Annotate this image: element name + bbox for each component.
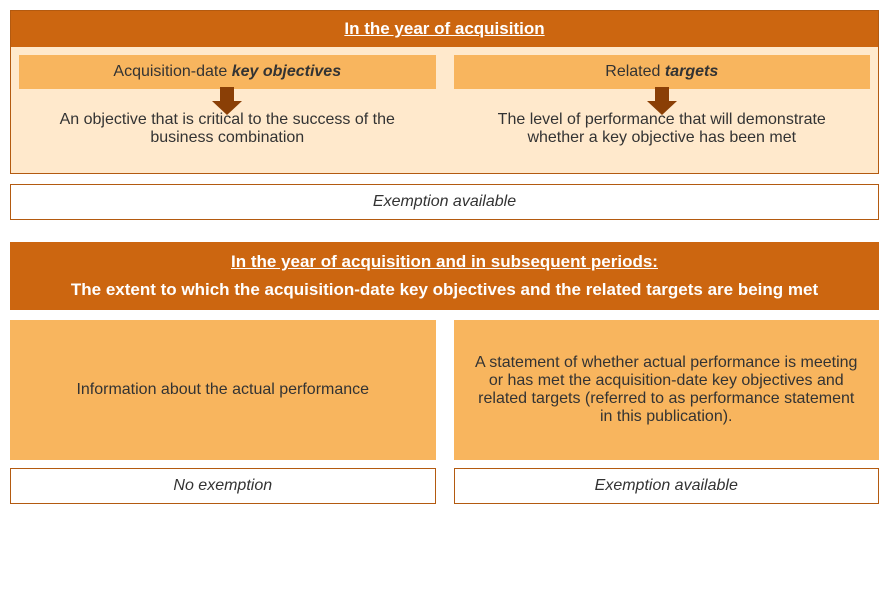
section2-title: In the year of acquisition and in subseq… (10, 252, 879, 280)
section-subsequent-periods: In the year of acquisition and in subseq… (10, 242, 879, 504)
right-header-em: targets (665, 63, 718, 80)
section2-right-body: A statement of whether actual performanc… (454, 320, 880, 460)
section2-left-footer: No exemption (10, 468, 436, 504)
section2-columns: Information about the actual performance… (10, 310, 879, 468)
section-acquisition-year: In the year of acquisition Acquisition-d… (10, 10, 879, 174)
section2-header-block: In the year of acquisition and in subseq… (10, 242, 879, 310)
section2-footers: No exemption Exemption available (10, 468, 879, 504)
right-header-plain: Related (605, 63, 665, 80)
right-col-header: Related targets (454, 55, 871, 89)
left-col-header: Acquisition-date key objectives (19, 55, 436, 89)
section1-title: In the year of acquisition (11, 11, 878, 47)
section2-right-footer: Exemption available (454, 468, 880, 504)
section1-footer: Exemption available (10, 184, 879, 220)
section1-right-col: Related targets The level of performance… (454, 55, 871, 161)
section1-left-col: Acquisition-date key objectives An objec… (19, 55, 436, 161)
section2-subtitle: The extent to which the acquisition-date… (10, 280, 879, 310)
section1-columns: Acquisition-date key objectives An objec… (11, 47, 878, 173)
section2-left-body: Information about the actual performance (10, 320, 436, 460)
left-header-plain: Acquisition-date (113, 63, 231, 80)
left-header-em: key objectives (232, 63, 341, 80)
